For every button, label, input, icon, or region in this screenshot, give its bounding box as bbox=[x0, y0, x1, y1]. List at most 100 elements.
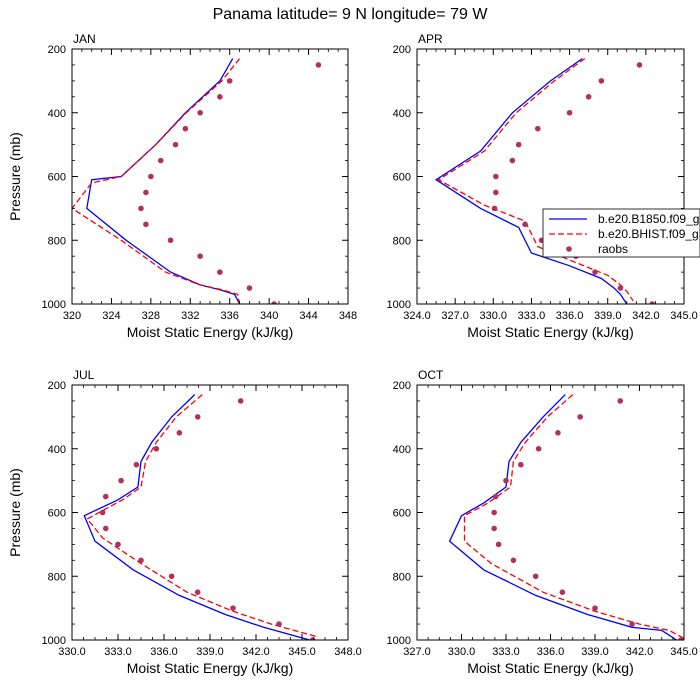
data-point bbox=[102, 493, 109, 500]
series-raobs bbox=[491, 62, 656, 304]
figure-title: Panama latitude= 9 N longitude= 79 W bbox=[213, 6, 489, 23]
panels: 320 324 328 332 336 340 344 348 200 400 600 800 1000… bbox=[7, 32, 698, 676]
series-raobs bbox=[138, 62, 322, 304]
y-tick-label: 600 bbox=[48, 508, 66, 520]
x-tick-label: 345.0 bbox=[670, 310, 698, 322]
data-point bbox=[143, 189, 149, 196]
data-point bbox=[102, 525, 109, 532]
data-point bbox=[629, 621, 635, 627]
series-b1850 bbox=[448, 394, 677, 640]
data-point bbox=[118, 477, 124, 484]
data-point bbox=[585, 94, 592, 100]
series-line bbox=[448, 394, 677, 640]
x-tick-label: 327.0 bbox=[403, 646, 431, 658]
x-tick-label: 333.0 bbox=[104, 646, 132, 658]
data-point bbox=[678, 637, 684, 640]
y-tick-label: 200 bbox=[48, 44, 66, 56]
y-tick-label: 400 bbox=[393, 444, 411, 456]
y-tick-label: 600 bbox=[393, 508, 411, 520]
y-axis-label: Pressure (mb) bbox=[7, 468, 23, 557]
data-point bbox=[138, 557, 144, 564]
legend-entry: b.e20.B1850.f09_g1 bbox=[549, 212, 700, 226]
series-line bbox=[86, 58, 241, 304]
y-tick-label: 600 bbox=[393, 172, 411, 184]
x-tick-label: 320 bbox=[63, 310, 81, 322]
data-point bbox=[217, 94, 223, 100]
data-point bbox=[271, 301, 277, 304]
data-point bbox=[172, 141, 179, 148]
data-point bbox=[491, 525, 497, 532]
x-tick-label: 333.0 bbox=[492, 646, 520, 658]
legend-entry: raobs bbox=[566, 242, 628, 256]
data-point bbox=[503, 477, 509, 484]
data-point bbox=[522, 221, 528, 228]
x-tick-label: 340 bbox=[260, 310, 278, 322]
data-point bbox=[510, 557, 517, 564]
data-point bbox=[176, 430, 183, 436]
data-point bbox=[592, 605, 598, 611]
data-point bbox=[515, 141, 522, 148]
y-axis-label: Pressure (mb) bbox=[7, 132, 23, 221]
panel-jul: 330.0 333.0 336.0 339.0 342.0 345.0 348.0 200 40… bbox=[7, 368, 362, 676]
data-point bbox=[566, 109, 573, 116]
data-point bbox=[636, 62, 643, 68]
x-tick-label: 339.0 bbox=[581, 646, 609, 658]
x-axis-label: Moist Static Energy (kJ/kg) bbox=[127, 660, 294, 676]
data-point bbox=[197, 109, 203, 116]
series-raobs bbox=[99, 398, 316, 640]
data-point bbox=[197, 253, 203, 259]
y-tick-label: 800 bbox=[393, 235, 411, 247]
data-point bbox=[491, 205, 498, 212]
series-b1850 bbox=[83, 394, 310, 640]
data-point bbox=[493, 189, 499, 196]
panel-label: JAN bbox=[73, 32, 96, 46]
plot-frame bbox=[416, 48, 685, 305]
legend-label: b.e20.BHIST.f09_g1 bbox=[598, 227, 700, 241]
x-tick-label: 330.0 bbox=[58, 646, 86, 658]
legend-marker bbox=[566, 246, 572, 252]
data-point bbox=[167, 237, 174, 244]
series-bhist bbox=[86, 394, 318, 638]
y-tick-label: 800 bbox=[48, 235, 66, 247]
series-line bbox=[437, 58, 634, 302]
x-tick-label: 339.0 bbox=[594, 310, 622, 322]
data-point bbox=[246, 285, 253, 291]
x-axis-label: Moist Static Energy (kJ/kg) bbox=[127, 324, 294, 340]
y-tick-label: 400 bbox=[393, 108, 411, 120]
data-point bbox=[577, 414, 583, 420]
data-point bbox=[148, 173, 154, 180]
y-tick-label: 800 bbox=[393, 571, 411, 583]
y-tick-label: 400 bbox=[48, 444, 66, 456]
x-tick-label: 332 bbox=[181, 310, 199, 322]
y-tick-label: 1000 bbox=[42, 635, 66, 647]
data-point bbox=[509, 157, 516, 164]
series-line bbox=[86, 394, 318, 638]
series-line bbox=[463, 394, 684, 639]
series-bhist bbox=[463, 394, 684, 639]
y-tick-label: 1000 bbox=[387, 635, 411, 647]
data-point bbox=[518, 461, 524, 468]
data-point bbox=[532, 573, 539, 580]
data-point bbox=[237, 398, 244, 404]
x-tick-label: 327.0 bbox=[441, 310, 469, 322]
series-line bbox=[72, 58, 241, 304]
x-tick-label: 344 bbox=[299, 310, 317, 322]
panel-jan: 320 324 328 332 336 340 344 348 200 400 600 800 1000… bbox=[7, 32, 357, 340]
series-raobs bbox=[491, 398, 684, 640]
data-point bbox=[493, 173, 499, 180]
x-tick-label: 330.0 bbox=[480, 310, 508, 322]
series-b1850 bbox=[86, 58, 241, 304]
x-tick-label: 348.0 bbox=[334, 646, 362, 658]
panel-apr: 324.0 327.0 330.0 333.0 336.0 339.0 342.0 345.0… bbox=[387, 32, 698, 340]
data-point bbox=[153, 445, 160, 452]
x-tick-label: 324.0 bbox=[403, 310, 431, 322]
x-tick-label: 345.0 bbox=[288, 646, 316, 658]
data-point bbox=[592, 269, 598, 275]
x-tick-label: 336 bbox=[221, 310, 239, 322]
y-tick-label: 200 bbox=[393, 44, 411, 56]
data-point bbox=[99, 509, 106, 516]
x-axis-label: Moist Static Energy (kJ/kg) bbox=[467, 324, 634, 340]
x-tick-label: 336.0 bbox=[556, 310, 584, 322]
x-tick-label: 342.0 bbox=[242, 646, 270, 658]
